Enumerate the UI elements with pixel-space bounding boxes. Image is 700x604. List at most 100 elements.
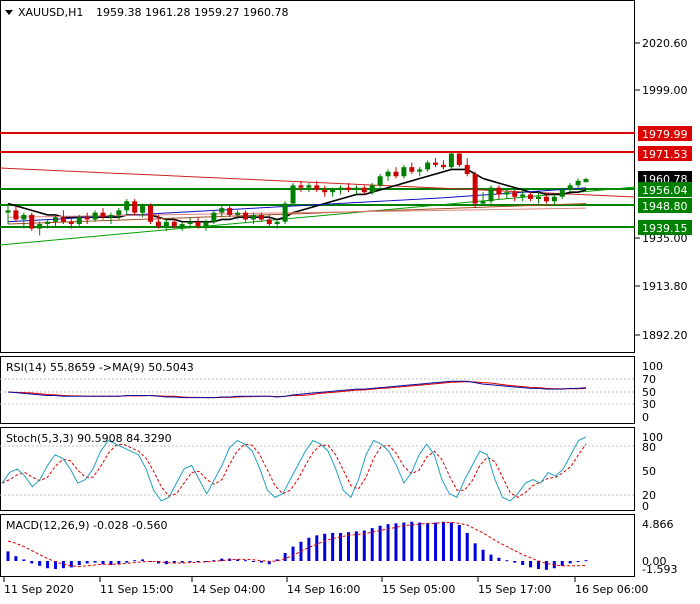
stoch-panel[interactable] bbox=[0, 427, 635, 511]
candle bbox=[187, 217, 193, 229]
time-label-6: 15 Sep 17:00 bbox=[478, 583, 551, 596]
macd-bar bbox=[133, 560, 137, 562]
stoch-indicator: Stoch(5,3,3) 90.5908 84.3290 100 80 50 2… bbox=[0, 431, 663, 513]
candle bbox=[528, 192, 534, 202]
macd-bar bbox=[434, 522, 438, 561]
candle bbox=[45, 219, 51, 229]
trend-lines[interactable] bbox=[0, 167, 636, 246]
macd-panel[interactable] bbox=[0, 514, 635, 577]
candle bbox=[219, 205, 225, 218]
price-tick-2020: 2020.60 bbox=[642, 37, 688, 50]
macd-bar bbox=[394, 523, 398, 561]
rsi-panel[interactable] bbox=[0, 356, 635, 424]
macd-bar bbox=[402, 522, 406, 561]
candle bbox=[583, 177, 589, 183]
candle-body bbox=[448, 153, 454, 168]
macd-bar bbox=[536, 561, 540, 570]
candle-body bbox=[361, 187, 367, 193]
candle-body bbox=[227, 208, 233, 215]
macd-bar bbox=[54, 561, 58, 570]
candle bbox=[385, 169, 391, 181]
rsi-tick-0: 0 bbox=[642, 411, 649, 424]
candle-body bbox=[528, 194, 534, 200]
candle bbox=[353, 185, 359, 195]
macd-bar bbox=[30, 561, 34, 564]
macd-bar bbox=[117, 561, 121, 565]
candle-body bbox=[322, 189, 328, 193]
candle-body bbox=[425, 162, 431, 170]
tag-bg-1948 bbox=[638, 198, 692, 213]
dropdown-triangle-icon[interactable] bbox=[5, 10, 13, 15]
candle-body bbox=[472, 173, 478, 204]
candle-body bbox=[124, 201, 130, 211]
rsi-indicator: RSI(14) 55.8659 ->MA(9) 50.5043 100 70 5… bbox=[0, 360, 663, 424]
candle bbox=[13, 205, 19, 222]
macd-bar bbox=[85, 561, 89, 564]
candle bbox=[100, 208, 106, 220]
candle bbox=[338, 185, 344, 195]
candle bbox=[68, 217, 74, 229]
candle-body bbox=[440, 164, 446, 168]
candle bbox=[76, 214, 82, 227]
tag-bg-1939 bbox=[638, 220, 692, 235]
macd-bar bbox=[418, 522, 422, 561]
macd-bar bbox=[141, 559, 145, 561]
candle bbox=[504, 187, 510, 200]
candle bbox=[53, 214, 59, 227]
time-label-7: 16 Sep 06:00 bbox=[575, 583, 648, 596]
candle bbox=[266, 214, 272, 227]
macd-bar bbox=[307, 537, 311, 561]
candle-body bbox=[480, 201, 486, 204]
candle-body bbox=[5, 210, 11, 213]
candle-body bbox=[385, 171, 391, 177]
candle-body bbox=[543, 196, 549, 202]
candle-body bbox=[266, 219, 272, 225]
candle bbox=[472, 171, 478, 209]
candle-body bbox=[21, 214, 27, 220]
candle-body bbox=[512, 192, 518, 197]
price-header: XAUUSD,H1 1959.38 1961.28 1959.27 1960.7… bbox=[5, 6, 288, 19]
candle bbox=[195, 217, 201, 229]
macd-bar bbox=[125, 561, 129, 563]
candle-body bbox=[401, 167, 407, 177]
candle-body bbox=[393, 171, 399, 177]
macd-bar bbox=[283, 552, 287, 561]
candle-body bbox=[575, 180, 581, 186]
tag-bg-1956 bbox=[638, 182, 692, 197]
symbol-label: XAUUSD,H1 bbox=[18, 6, 83, 19]
candle bbox=[306, 183, 312, 193]
macd-bar bbox=[267, 561, 271, 565]
macd-bar bbox=[568, 561, 572, 564]
candle bbox=[124, 199, 130, 215]
macd-histogram bbox=[6, 521, 588, 570]
stoch-main-line bbox=[1, 436, 587, 502]
candle bbox=[171, 219, 177, 229]
candle bbox=[433, 158, 439, 168]
candle-body bbox=[100, 212, 106, 218]
macd-bar bbox=[212, 560, 216, 562]
macd-bar bbox=[93, 561, 97, 563]
candle bbox=[512, 189, 518, 202]
candle-body bbox=[13, 210, 19, 220]
macd-bar bbox=[172, 561, 176, 564]
candle bbox=[330, 187, 336, 197]
candle bbox=[250, 212, 256, 225]
tag-bg-1971 bbox=[638, 146, 692, 161]
tag-1979: 1979.99 bbox=[642, 128, 688, 141]
rsi-ma-line bbox=[7, 381, 587, 399]
stoch-tick-50: 50 bbox=[642, 465, 656, 478]
candle bbox=[543, 194, 549, 204]
candle-body bbox=[243, 212, 249, 220]
candle-body bbox=[132, 201, 138, 213]
candle bbox=[140, 203, 146, 218]
candle-body bbox=[290, 185, 296, 204]
stoch-tick-100: 100 bbox=[642, 431, 663, 444]
candle bbox=[496, 185, 502, 200]
candle bbox=[401, 164, 407, 179]
candle-body bbox=[163, 221, 169, 227]
candle-body bbox=[148, 205, 154, 222]
macd-tick-0: 0.00 bbox=[642, 555, 667, 568]
tag-1971: 1971.53 bbox=[642, 148, 688, 161]
price-panel[interactable] bbox=[0, 0, 635, 353]
